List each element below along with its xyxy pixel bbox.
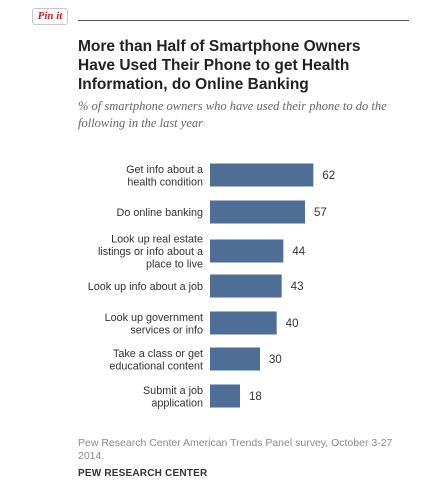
value-label-5: 40 [286,318,299,330]
bar-5 [210,311,277,335]
value-label-1: 62 [322,170,335,182]
category-label-2: Do online banking [117,207,203,219]
bar-1 [210,163,314,187]
bar-chart: 62 Get info about a health condition 57 Do o… [88,163,335,410]
organization-label: PEW RESEARCH CENTER [78,468,208,479]
category-label-1: Get info about a health condition [126,164,203,189]
bar-2 [210,200,306,224]
value-label-7: 18 [249,391,262,403]
value-label-3: 44 [292,246,305,258]
category-label-4: Look up info about a job [88,281,203,293]
source-note: Pew Research Center American Trends Pane… [78,437,393,462]
top-rule [78,20,409,21]
bar-3 [210,239,284,263]
chart-subtitle: % of smartphone owners who have used the… [78,99,387,130]
value-label-6: 30 [269,354,282,366]
bar-4 [210,274,282,298]
chart-title: More than Half of Smartphone Owners Have… [78,38,361,93]
category-label-7: Submit a job application [143,385,203,410]
pin-it-button[interactable]: Pin it [32,8,68,25]
value-label-4: 43 [291,281,304,293]
bar-6 [210,347,261,371]
bar-7 [210,384,241,408]
category-label-5: Look up government services or info [105,312,203,337]
category-label-3: Look up real estate listings or info abou… [98,234,203,271]
category-label-6: Take a class or get educational content [109,348,203,373]
value-label-2: 57 [314,207,327,219]
